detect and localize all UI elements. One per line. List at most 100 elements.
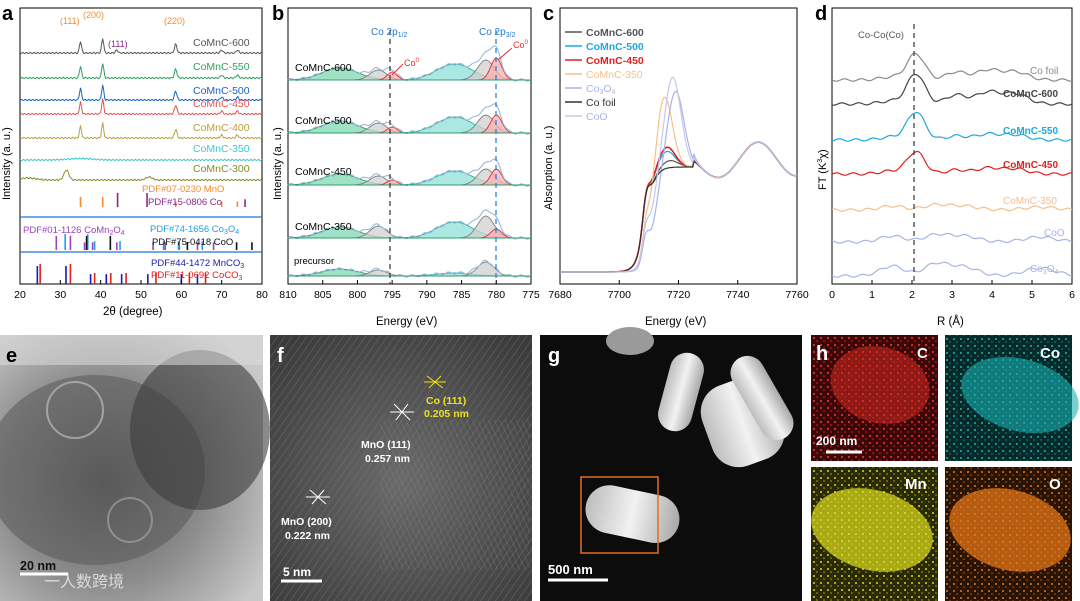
ft-tick-label: 0 bbox=[829, 289, 835, 301]
xrd-line-comnc-600 bbox=[19, 38, 263, 55]
label-d-450: CoMnC-450 bbox=[1003, 160, 1058, 171]
xanes-line-comnc-500 bbox=[560, 141, 797, 273]
axes-b bbox=[287, 7, 532, 285]
ft-line-co-foil bbox=[831, 52, 1073, 82]
xrd-line-comnc-500 bbox=[19, 84, 263, 102]
ft-tick-label: 1 bbox=[869, 289, 875, 301]
xrd-line-comnc-400 bbox=[19, 122, 263, 140]
legend-label: CoMnC-600 bbox=[586, 27, 644, 39]
xps-spectra bbox=[287, 45, 532, 278]
ylabel-d: FT (K3χ) bbox=[817, 149, 829, 190]
label-mno111: MnO (111) bbox=[361, 439, 411, 451]
ref-mnco3: PDF#44-1472 MnCO3 bbox=[151, 258, 244, 270]
xanes-spectra bbox=[560, 76, 797, 273]
label-b-500: CoMnC-500 bbox=[295, 115, 352, 127]
xanes-line-comnc-350 bbox=[560, 96, 797, 273]
panel-letter-a: a bbox=[2, 3, 14, 25]
ft-line-comnc-450 bbox=[831, 150, 1073, 176]
panel-h: h C Co Mn O 200 nm bbox=[811, 335, 1079, 601]
label-comnc-300: CoMnC-300 bbox=[193, 163, 250, 175]
arrow-co0-right bbox=[497, 47, 513, 61]
panel-d: d Co-Co(Co) Co foil CoMnC-600 CoMnC-550 … bbox=[815, 3, 1075, 328]
xrd-tick-label: 40 bbox=[95, 289, 107, 301]
panel-letter-f: f bbox=[277, 345, 284, 367]
map-label-co: Co bbox=[1040, 345, 1060, 362]
x-axis-d: 0 1 2 3 4 5 6 bbox=[829, 280, 1075, 301]
label-co-d: 0.205 nm bbox=[424, 408, 469, 420]
axes-d bbox=[831, 7, 1073, 285]
panel-letter-c: c bbox=[543, 3, 554, 25]
label-comnc-450: CoMnC-450 bbox=[193, 98, 250, 110]
xrd-line-comnc-300 bbox=[19, 169, 263, 182]
label-d-co3o4: Co3O4 bbox=[1030, 264, 1058, 276]
peak-label-111: (111) bbox=[60, 16, 80, 26]
label-b-600: CoMnC-600 bbox=[295, 62, 352, 74]
xps-envelope bbox=[287, 103, 532, 135]
ylabel-a: Intensity (a. u.) bbox=[1, 127, 13, 200]
legend-label: CoMnC-350 bbox=[586, 69, 643, 81]
lattice-fringes-2 bbox=[380, 420, 530, 570]
ylabel-c: Absorption (a. u.) bbox=[543, 126, 555, 210]
label-mno200: MnO (200) bbox=[281, 516, 332, 528]
peak-label-200: (200) bbox=[83, 10, 104, 20]
panel-b: b Co 2p1/2 Co 2p3/2 Co0 Co0 CoMnC-600 Co… bbox=[272, 3, 540, 328]
xps-envelope bbox=[287, 158, 532, 187]
panel-letter-b: b bbox=[272, 3, 284, 25]
ref-co3o4: PDF#74-1656 Co3O4 bbox=[150, 224, 239, 236]
xrd-tick-label: 80 bbox=[256, 289, 268, 301]
ref-mno: PDF#07-0230 MnO bbox=[142, 184, 224, 195]
label-co2p32: Co 2p3/2 bbox=[479, 27, 516, 39]
xanes-tick-label: 7740 bbox=[726, 289, 750, 301]
xps-tick-label: 810 bbox=[279, 289, 297, 301]
xlabel-b: Energy (eV) bbox=[376, 316, 438, 328]
label-d-350: CoMnC-350 bbox=[1003, 196, 1057, 207]
ft-line-co3o4 bbox=[831, 261, 1073, 278]
label-d-coo: CoO bbox=[1044, 228, 1065, 239]
map-co-particle bbox=[961, 356, 1079, 434]
label-d-cofoil: Co foil bbox=[1030, 66, 1058, 77]
map-label-o: O bbox=[1049, 476, 1061, 493]
label-b-precursor: precursor bbox=[294, 256, 334, 267]
ref-comn2o4: PDF#01-1126 CoMn2O4 bbox=[23, 225, 125, 237]
ft-line-comnc-550 bbox=[831, 112, 1073, 142]
xrd-tick-label: 60 bbox=[175, 289, 187, 301]
scale-label-f: 5 nm bbox=[283, 565, 311, 579]
scale-label-h: 200 nm bbox=[816, 434, 857, 448]
panel-c: c CoMnC-600CoMnC-500CoMnC-450CoMnC-350Co… bbox=[543, 3, 809, 328]
label-d-550: CoMnC-550 bbox=[1003, 126, 1058, 137]
ft-line-coo bbox=[831, 232, 1073, 244]
map-label-c: C bbox=[917, 345, 928, 362]
rod-1 bbox=[658, 352, 704, 432]
scale-label-e: 20 nm bbox=[20, 559, 56, 573]
map-label-mn: Mn bbox=[905, 476, 927, 493]
panel-e: e 20 nm 一人数跨境 bbox=[0, 335, 270, 601]
peak-label-co111: (111) bbox=[108, 39, 128, 49]
ref-coo: PDF#75-0418 CoO bbox=[152, 237, 233, 248]
ft-tick-label: 3 bbox=[949, 289, 955, 301]
xanes-tick-label: 7760 bbox=[785, 289, 809, 301]
xps-envelope bbox=[287, 45, 532, 82]
xps-tick-label: 785 bbox=[453, 289, 471, 301]
rod-4 bbox=[585, 485, 680, 543]
tem-background bbox=[0, 335, 263, 365]
legend-label: Co3O4 bbox=[586, 83, 616, 96]
legend-c: CoMnC-600 CoMnC-500 CoMnC-450 CoMnC-350 Co3O… bbox=[565, 27, 644, 123]
label-mno200-d: 0.222 nm bbox=[285, 530, 330, 542]
label-comnc-600: CoMnC-600 bbox=[193, 37, 250, 49]
particle-top bbox=[606, 327, 654, 355]
xps-tick-label: 805 bbox=[314, 289, 332, 301]
ylabel-b: Intensity (a. u.) bbox=[272, 127, 284, 200]
xanes-tick-label: 7720 bbox=[667, 289, 691, 301]
ft-tick-label: 6 bbox=[1069, 289, 1075, 301]
label-comnc-350: CoMnC-350 bbox=[193, 143, 250, 155]
xps-tick-label: 795 bbox=[383, 289, 401, 301]
xps-tick-label: 800 bbox=[349, 289, 367, 301]
label-b-350: CoMnC-350 bbox=[295, 221, 352, 233]
label-mno111-d: 0.257 nm bbox=[365, 453, 410, 465]
ft-tick-label: 5 bbox=[1029, 289, 1035, 301]
ft-tick-label: 4 bbox=[989, 289, 995, 301]
xrd-tick-label: 70 bbox=[216, 289, 228, 301]
ft-line-comnc-350 bbox=[831, 202, 1073, 212]
label-co111: Co (111) bbox=[426, 395, 466, 407]
